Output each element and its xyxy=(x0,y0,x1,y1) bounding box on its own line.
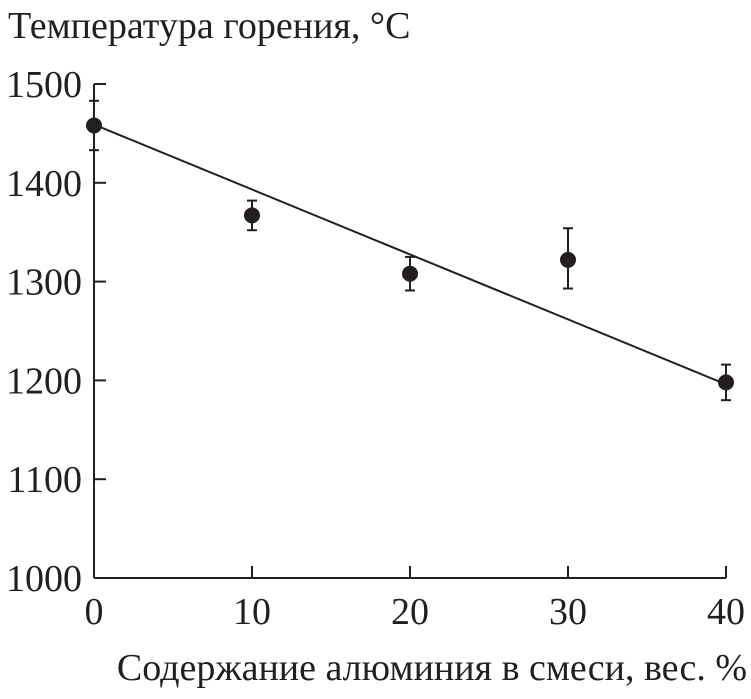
x-tick-label: 30 xyxy=(549,591,587,633)
y-tick-label: 1100 xyxy=(7,459,82,501)
plot-area: 1000 1100 1200 1300 1400 1500 0 10 20 30 40 xyxy=(6,64,745,633)
x-axis-title: Содержание алюминия в смеси, вес. % xyxy=(117,647,747,689)
y-tick-label: 1400 xyxy=(6,163,82,205)
x-tick-label: 0 xyxy=(85,591,104,633)
data-point xyxy=(244,207,260,224)
data-point xyxy=(86,117,102,134)
data-point xyxy=(560,251,576,268)
data-point xyxy=(402,265,418,282)
trend-line xyxy=(93,123,727,386)
x-tick-label: 10 xyxy=(233,591,271,633)
y-tick-label: 1300 xyxy=(6,262,82,304)
x-tick-label: 20 xyxy=(391,591,429,633)
x-tick-label: 40 xyxy=(707,591,745,633)
y-tick-label: 1500 xyxy=(6,64,82,106)
y-tick-label: 1000 xyxy=(6,558,82,600)
y-axis-title: Температура горения, °C xyxy=(8,5,410,47)
data-point xyxy=(718,374,734,391)
y-tick-label: 1200 xyxy=(6,360,82,402)
